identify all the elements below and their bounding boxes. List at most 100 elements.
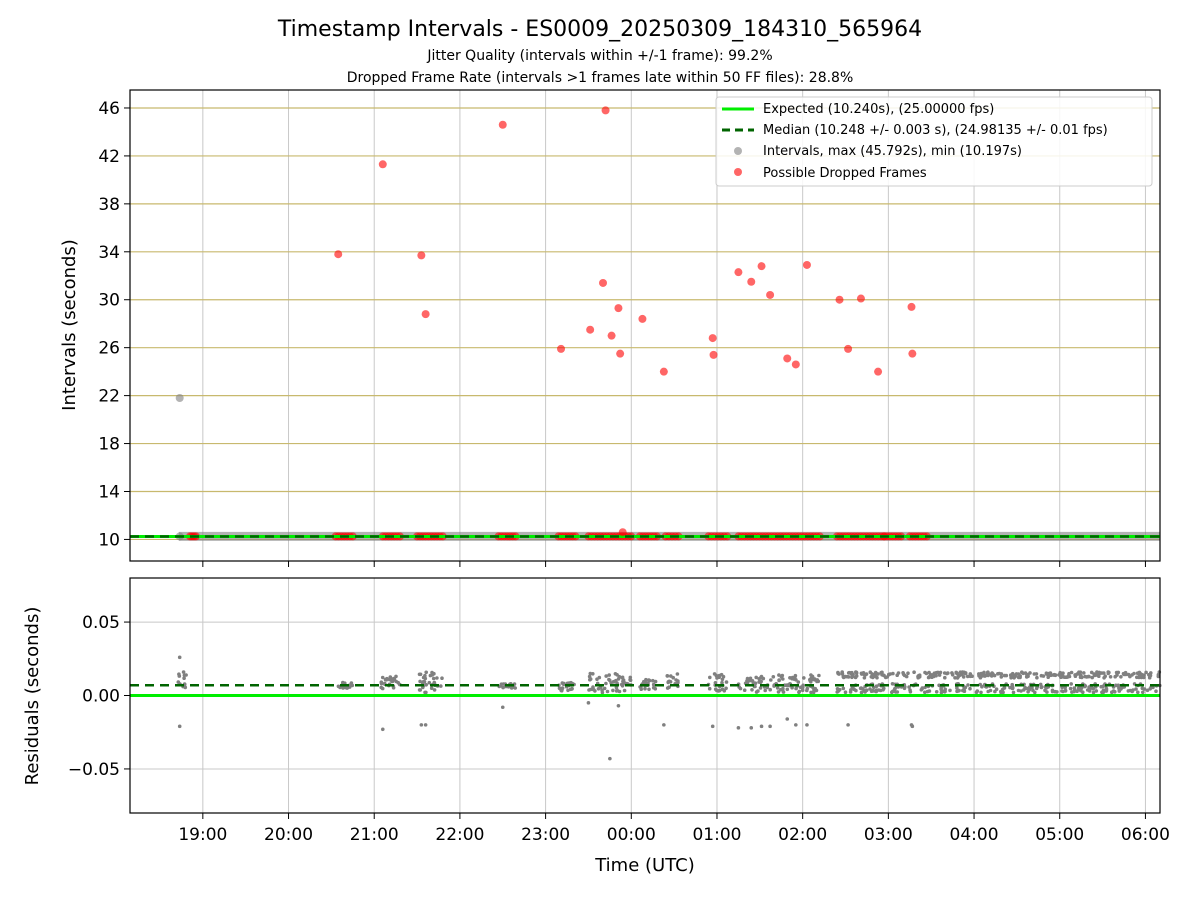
residual-point — [801, 683, 805, 688]
residual-point — [1135, 675, 1139, 680]
residual-point — [932, 671, 937, 675]
residual-point — [569, 687, 574, 691]
residual-point — [1060, 689, 1064, 693]
residual-point — [588, 677, 593, 681]
residual-point — [1114, 683, 1118, 688]
residual-point — [777, 673, 781, 677]
residual-point — [1010, 682, 1014, 687]
residuals-xtick-label: 06:00 — [1121, 825, 1170, 845]
dropped-frame-point — [618, 528, 627, 537]
residual-point — [713, 687, 718, 691]
chart-title: Timestamp Intervals - ES0009_20250309_18… — [277, 17, 922, 42]
residual-point — [622, 688, 627, 693]
residual-point — [895, 673, 899, 677]
residual-point — [1102, 671, 1106, 675]
residual-point — [1000, 689, 1004, 694]
residual-point — [808, 677, 812, 682]
residual-point — [432, 688, 437, 692]
residual-point — [1009, 675, 1013, 680]
residual-point — [904, 674, 909, 679]
residual-point — [710, 724, 715, 729]
residual-point — [651, 685, 656, 690]
residual-point — [1072, 686, 1077, 690]
residual-point — [392, 677, 397, 681]
residual-point — [917, 673, 922, 677]
residual-point — [957, 688, 961, 693]
residual-point — [869, 689, 874, 693]
residuals-xtick-label: 01:00 — [692, 825, 741, 845]
residual-point — [647, 678, 652, 683]
legend: Expected (10.240s), (25.00000 fps) Media… — [715, 96, 1153, 187]
residual-point — [996, 672, 1000, 676]
residual-point — [1087, 689, 1092, 693]
residual-point — [750, 679, 755, 683]
residual-point — [901, 671, 905, 675]
dropped-frame-point — [766, 290, 775, 299]
residual-point — [1119, 687, 1123, 691]
intervals-ytick-label: 18 — [98, 435, 120, 455]
residual-point — [815, 678, 820, 682]
residual-point — [1075, 689, 1079, 693]
dropped-frame-point — [607, 331, 616, 340]
residual-point — [745, 676, 750, 681]
residual-point — [1149, 671, 1153, 675]
dropped-frame-point — [874, 367, 883, 376]
residual-point — [805, 723, 809, 727]
residual-point — [671, 675, 675, 680]
residual-point — [1142, 687, 1147, 691]
residual-point — [666, 680, 670, 685]
residual-point — [1016, 688, 1021, 693]
residual-point — [419, 723, 424, 727]
residual-point — [651, 678, 655, 683]
residual-point — [1016, 672, 1021, 676]
x-axis-label: Time (UTC) — [594, 855, 695, 876]
legend-median-label: Median (10.248 +/- 0.003 s), (24.98135 +… — [763, 123, 1108, 138]
residual-point — [1078, 675, 1083, 679]
residual-point — [1044, 686, 1049, 690]
residual-point — [1050, 688, 1055, 693]
residual-point — [665, 686, 670, 690]
residual-point — [1012, 676, 1016, 680]
residual-point — [613, 672, 618, 676]
residual-point — [800, 688, 805, 692]
residual-point — [665, 674, 670, 678]
residual-point — [759, 724, 764, 729]
residual-point — [872, 674, 877, 679]
residual-point — [1116, 670, 1121, 675]
residual-point — [954, 671, 959, 675]
residual-point — [943, 687, 947, 691]
residual-point — [768, 687, 772, 692]
residual-point — [982, 670, 986, 675]
residual-point — [383, 677, 388, 682]
dropped-frame-point — [659, 367, 668, 376]
residual-point — [604, 681, 608, 686]
residual-point — [345, 686, 349, 690]
residual-point — [714, 673, 719, 678]
residual-point — [846, 723, 850, 727]
residual-point — [906, 671, 910, 675]
residual-point — [1099, 684, 1103, 689]
residual-point — [968, 672, 973, 676]
residuals-xtick-label: 19:00 — [178, 825, 227, 845]
residual-point — [1031, 688, 1035, 693]
residual-point — [859, 686, 863, 691]
residual-point — [986, 689, 990, 694]
residual-point — [1063, 675, 1067, 679]
residual-point — [557, 686, 562, 690]
residual-point — [427, 680, 432, 685]
residual-point — [1083, 674, 1087, 679]
residual-point — [586, 701, 591, 705]
residual-point — [1092, 673, 1097, 678]
residual-point — [1024, 686, 1028, 691]
residual-point — [707, 686, 712, 691]
residual-point — [966, 683, 970, 687]
residuals-xtick-label: 05:00 — [1035, 825, 1084, 845]
residual-point — [876, 672, 880, 676]
intervals-plot-frame — [129, 89, 1161, 562]
dropped-frame-point — [601, 106, 610, 115]
dropped-frame-point — [417, 251, 426, 260]
residual-point — [874, 684, 879, 688]
residual-point — [611, 679, 616, 684]
residual-point — [777, 678, 781, 683]
